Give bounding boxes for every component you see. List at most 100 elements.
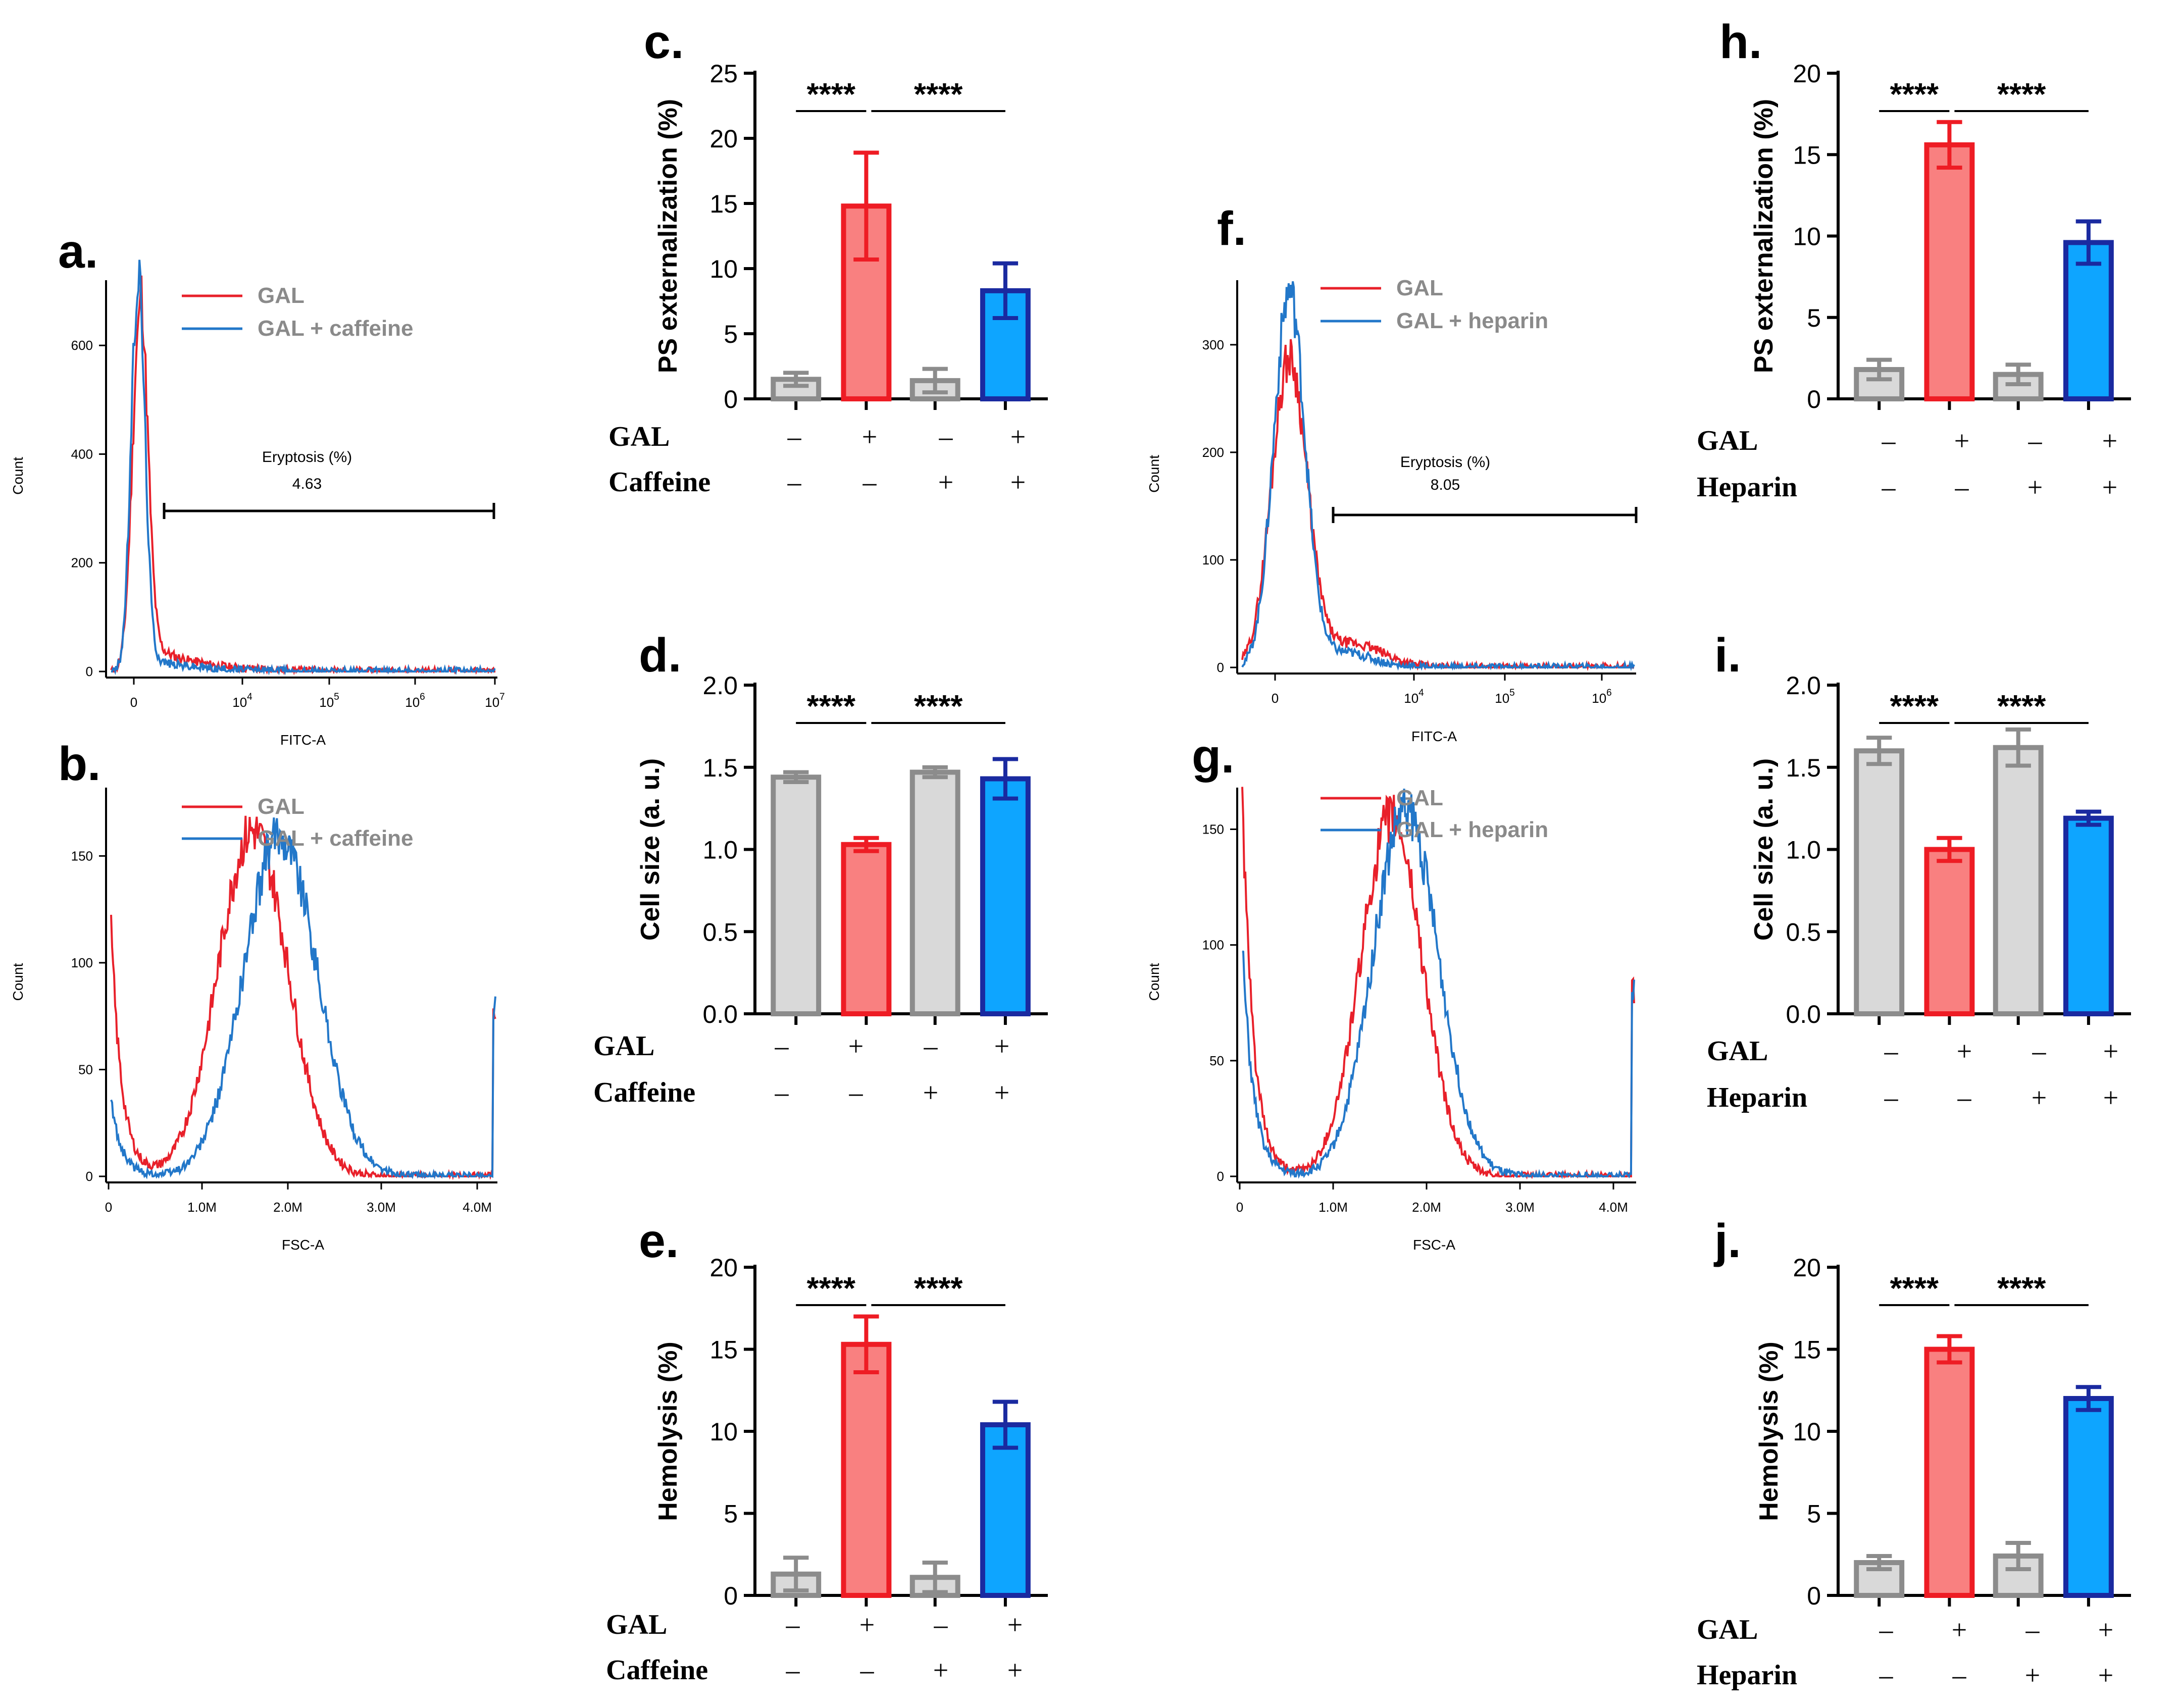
treatment-sign: + xyxy=(859,1610,875,1640)
treatment-sign: + xyxy=(862,422,877,452)
treatment-sign: – xyxy=(775,1031,789,1061)
y-tick-label: 15 xyxy=(709,1336,738,1364)
y-tick-label: 400 xyxy=(71,446,93,461)
treatment-label: Caffeine xyxy=(606,1654,708,1686)
treatment-sign: – xyxy=(787,422,802,452)
panel-label: i. xyxy=(1714,629,1741,682)
y-tick-label: 1.5 xyxy=(1786,754,1821,782)
treatment-label: GAL xyxy=(1697,425,1758,456)
y-axis-label: Count xyxy=(1146,455,1162,493)
y-tick-label: 300 xyxy=(1202,337,1224,352)
bar xyxy=(909,769,960,1016)
panel-label: c. xyxy=(644,15,684,69)
y-axis-label: Count xyxy=(1146,963,1162,1001)
x-axis-label: FSC-A xyxy=(1413,1237,1455,1253)
legend-label: GAL xyxy=(258,283,305,308)
y-tick-label: 0.0 xyxy=(1786,1000,1821,1028)
histogram-f: f. 0 100 200 300 Count 0 104 105 106 FITC-A GAL GAL … xyxy=(1146,202,1638,744)
treatment-sign: – xyxy=(787,467,802,497)
x-tick-label: 104 xyxy=(1404,688,1424,706)
y-tick-label: 50 xyxy=(1209,1053,1224,1068)
y-tick-label: 0 xyxy=(1217,1169,1224,1184)
treatment-sign: + xyxy=(2032,1082,2047,1113)
y-axis-label: PS externalization (%) xyxy=(1749,99,1779,373)
y-tick-label: 0 xyxy=(724,1582,738,1610)
x-axis-label: FITC-A xyxy=(1411,729,1457,744)
treatment-label: Heparin xyxy=(1697,1660,1797,1691)
treatment-sign: – xyxy=(2032,1036,2047,1066)
gate-value: 4.63 xyxy=(292,476,322,492)
histogram-curve xyxy=(1241,281,1635,671)
x-tick-label: 106 xyxy=(1592,688,1612,706)
treatment-sign: + xyxy=(1957,1036,1972,1066)
panel-label: d. xyxy=(639,629,681,682)
bar xyxy=(771,774,822,1017)
panel-label: j. xyxy=(1713,1214,1741,1268)
y-tick-label: 5 xyxy=(1807,1500,1821,1528)
significance-label: **** xyxy=(1997,689,2046,724)
panel-label: h. xyxy=(1719,15,1762,69)
histogram-a: a. 0 200 400 600 Count 0 104 105 106 107 FITC-A GAL G… xyxy=(10,225,505,748)
y-tick-label: 20 xyxy=(709,1254,738,1282)
x-axis-label: FITC-A xyxy=(280,732,326,748)
y-axis-label: Cell size (a. u.) xyxy=(1749,758,1779,941)
significance-label: **** xyxy=(914,689,963,724)
x-tick-label: 4.0M xyxy=(463,1200,492,1215)
y-tick-label: 100 xyxy=(71,955,93,970)
treatment-sign: + xyxy=(848,1031,864,1061)
significance-label: **** xyxy=(1890,77,1939,112)
treatment-sign: – xyxy=(1879,1615,1894,1645)
bar xyxy=(1924,1347,1975,1598)
y-axis-label: Cell size (a. u.) xyxy=(636,758,665,941)
treatment-sign: + xyxy=(994,1031,1009,1061)
y-tick-label: 150 xyxy=(71,848,93,863)
x-tick-label: 2.0M xyxy=(273,1200,302,1215)
panel-label: g. xyxy=(1192,730,1234,783)
treatment-sign: + xyxy=(2025,1660,2040,1690)
histogram-curve xyxy=(110,817,496,1180)
treatment-label: Caffeine xyxy=(608,467,711,498)
bar xyxy=(1854,748,1905,1016)
bar xyxy=(841,842,892,1016)
y-tick-label: 0 xyxy=(86,664,93,679)
y-tick-label: 20 xyxy=(1793,60,1821,88)
bar xyxy=(1924,847,1975,1016)
treatment-label: GAL xyxy=(608,421,670,452)
y-tick-label: 0 xyxy=(1807,1582,1821,1610)
treatment-sign: + xyxy=(1010,422,1026,452)
x-tick-label: 1.0M xyxy=(187,1200,217,1215)
y-tick-label: 0 xyxy=(86,1169,93,1184)
bar-chart-i: i. 0.0 0.5 1.0 1.5 2.0 Cell size (a. u.) **** **… xyxy=(1707,629,2131,1113)
y-tick-label: 200 xyxy=(71,555,93,571)
y-tick-label: 20 xyxy=(709,125,738,153)
y-tick-label: 10 xyxy=(1793,223,1821,251)
treatment-sign: – xyxy=(775,1077,789,1108)
significance-label: **** xyxy=(1997,77,2046,112)
treatment-sign: + xyxy=(2103,1082,2118,1113)
treatment-sign: – xyxy=(1884,1036,1899,1066)
gate-label: Eryptosis (%) xyxy=(1400,454,1490,471)
y-tick-label: 150 xyxy=(1202,822,1224,837)
treatment-sign: – xyxy=(1957,1082,1972,1113)
x-tick-label: 105 xyxy=(319,692,339,710)
y-tick-label: 20 xyxy=(1793,1254,1821,1282)
gate-label: Eryptosis (%) xyxy=(262,449,352,465)
x-tick-label: 0 xyxy=(1272,691,1279,706)
panel-label: a. xyxy=(58,225,98,278)
treatment-sign: + xyxy=(938,467,953,497)
bar xyxy=(841,1341,892,1598)
treatment-sign: + xyxy=(1007,1655,1023,1685)
treatment-sign: + xyxy=(1007,1610,1023,1640)
x-tick-label: 3.0M xyxy=(1505,1200,1535,1215)
significance-label: **** xyxy=(807,1271,856,1306)
treatment-sign: – xyxy=(924,1031,938,1061)
x-tick-label: 107 xyxy=(485,692,505,710)
treatment-sign: + xyxy=(994,1077,1009,1108)
treatment-label: GAL xyxy=(1707,1036,1768,1067)
y-tick-label: 10 xyxy=(1793,1418,1821,1446)
x-tick-label: 4.0M xyxy=(1599,1200,1628,1215)
treatment-sign: + xyxy=(2103,1036,2118,1066)
treatment-sign: + xyxy=(1952,1615,1967,1645)
x-tick-label: 0 xyxy=(130,695,137,710)
